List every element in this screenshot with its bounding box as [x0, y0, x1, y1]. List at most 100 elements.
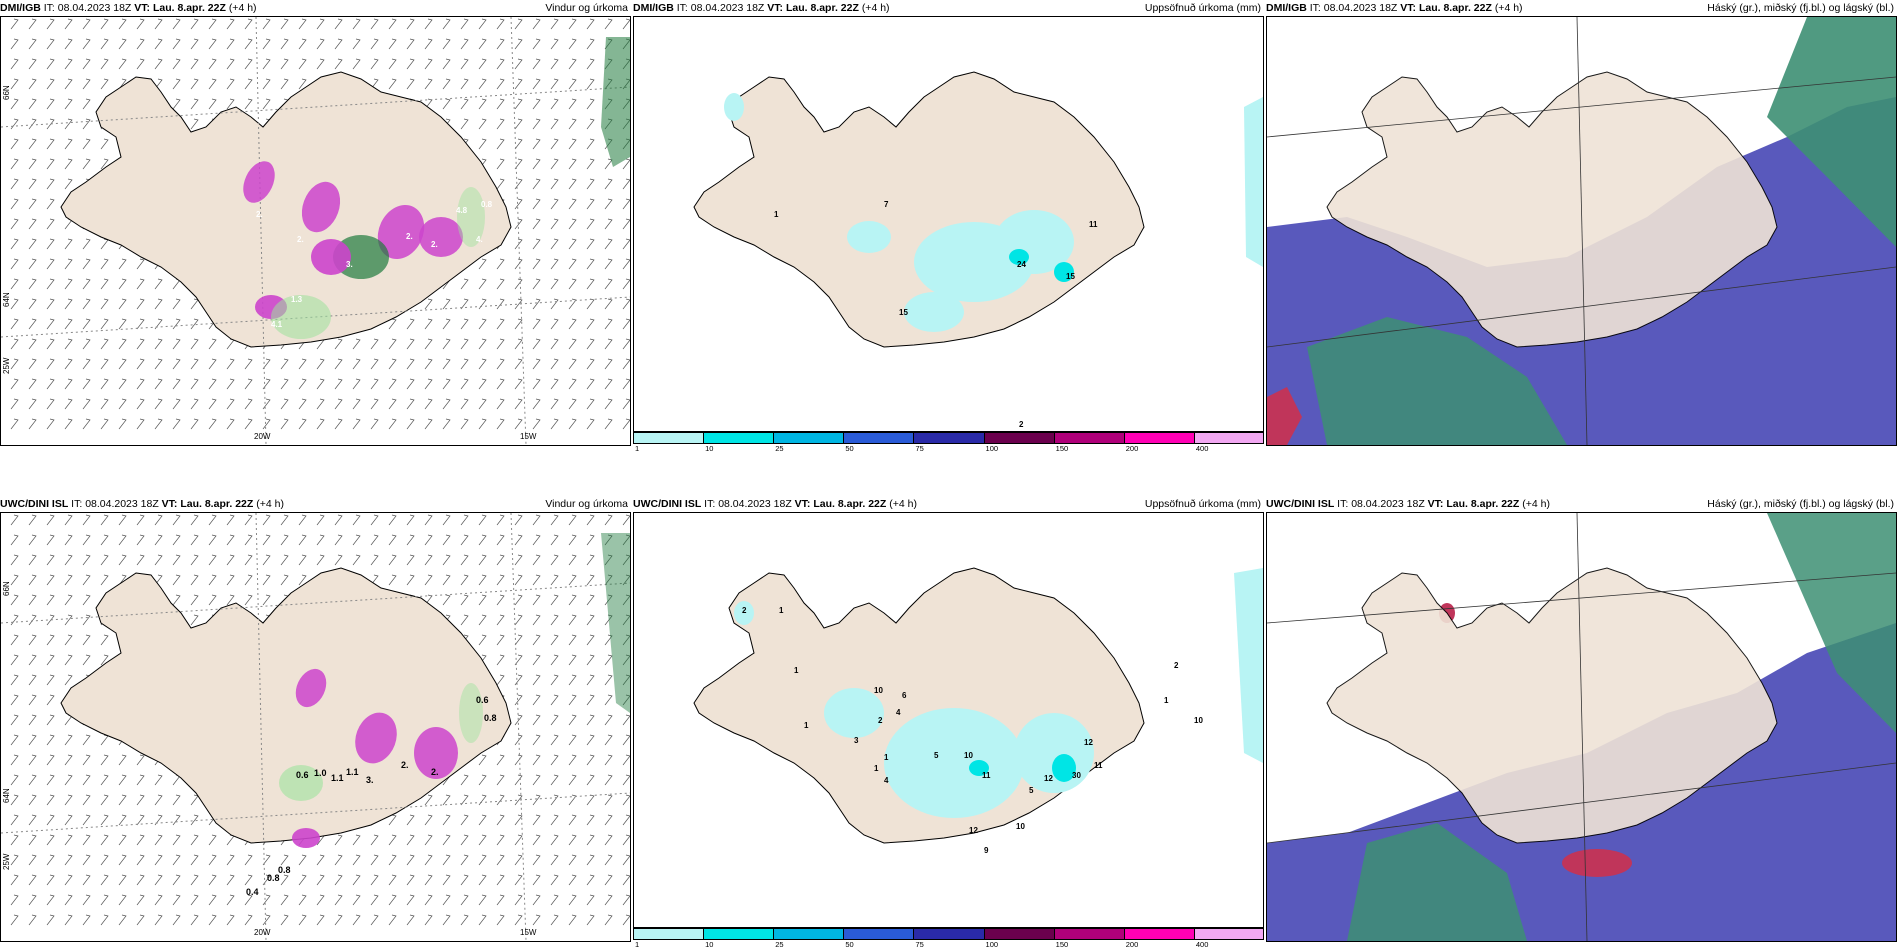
wind-barb — [442, 358, 451, 370]
wind-barb — [244, 574, 253, 586]
wind-barb — [604, 338, 613, 350]
wind-barb — [280, 38, 289, 50]
colorbar-tick-label: 1 — [635, 444, 640, 453]
wind-barb — [46, 774, 55, 786]
wind-barb — [514, 694, 523, 706]
wind-barb — [226, 534, 235, 546]
wind-barb — [118, 874, 127, 886]
wind-barb — [550, 614, 559, 626]
colorbar-segment — [773, 432, 844, 444]
wind-barb — [514, 58, 523, 70]
wind-barb — [64, 98, 73, 110]
wind-barb — [118, 38, 127, 50]
wind-barb — [622, 854, 630, 866]
wind-barb — [28, 614, 37, 626]
wind-barb — [64, 674, 73, 686]
wind-barb — [388, 418, 397, 430]
wind-barb — [478, 318, 487, 330]
wind-barb — [46, 258, 55, 270]
wind-barb — [514, 318, 523, 330]
clouds-map-svg — [1267, 17, 1896, 445]
wind-barb — [442, 814, 451, 826]
wind-barb — [496, 854, 505, 866]
wind-barb — [586, 258, 595, 270]
wind-barb — [190, 418, 199, 430]
wind-barb — [532, 178, 541, 190]
map-value-label: 0.4 — [246, 887, 259, 897]
map-value-label: 1 — [774, 210, 779, 219]
lead-time: (+4 h) — [1522, 498, 1550, 510]
wind-barb — [424, 338, 433, 350]
wind-barb — [262, 894, 271, 906]
wind-barb — [100, 318, 109, 330]
wind-barb — [496, 894, 505, 906]
wind-barb — [118, 774, 127, 786]
wind-barb — [586, 58, 595, 70]
colorbar-tick-label: 100 — [985, 940, 999, 949]
map-value-label: 2. — [297, 235, 304, 244]
wind-barb — [28, 338, 37, 350]
wind-barb — [280, 358, 289, 370]
wind-barb — [478, 874, 487, 886]
wind-barb — [208, 418, 217, 430]
wind-barb — [10, 654, 19, 666]
wind-barb — [100, 654, 109, 666]
wind-barb — [190, 574, 199, 586]
wind-barb — [568, 38, 577, 50]
wind-barb — [514, 514, 523, 526]
wind-barb — [10, 338, 19, 350]
wind-barb — [478, 338, 487, 350]
wind-barb — [550, 138, 559, 150]
map-value-label: 1 — [794, 666, 799, 675]
wind-barb — [244, 854, 253, 866]
wind-barb — [298, 398, 307, 410]
wind-barb — [622, 714, 630, 726]
wind-barb — [604, 674, 613, 686]
wind-barb — [100, 814, 109, 826]
it-value: 08.04.2023 18Z — [718, 498, 792, 510]
map-value-label: 0.8 — [267, 873, 280, 883]
wind-barb — [586, 378, 595, 390]
wind-barb — [118, 418, 127, 430]
wind-barb — [262, 874, 271, 886]
wind-barb — [586, 98, 595, 110]
wind-barb — [82, 834, 91, 846]
wind-barb — [172, 318, 181, 330]
wind-barb — [136, 534, 145, 546]
wind-barb — [532, 278, 541, 290]
wind-barb — [514, 754, 523, 766]
wind-barb — [352, 378, 361, 390]
wind-barb — [136, 874, 145, 886]
wind-barb — [586, 874, 595, 886]
wind-barb — [154, 794, 163, 806]
precip-accumulation — [734, 568, 1263, 818]
wind-map-svg: 2. 2. 3. 2. 2. 4.8 4. 1.3 4.1 0.8 20W 15W 66N 64N… — [1, 17, 630, 445]
wind-barb — [280, 18, 289, 30]
colorbar-segment — [1193, 432, 1264, 444]
wind-barb — [586, 78, 595, 90]
map-value-label: 4.1 — [271, 320, 283, 329]
wind-barb — [496, 18, 505, 30]
wind-barb — [568, 158, 577, 170]
colorbar-segment — [1123, 928, 1194, 940]
map-wind-top: 2. 2. 3. 2. 2. 4.8 4. 1.3 4.1 0.8 20W 15W 66N 64N… — [0, 16, 631, 446]
wind-barb — [46, 674, 55, 686]
wind-barb — [280, 398, 289, 410]
map-clouds-top — [1266, 16, 1897, 446]
wind-barb — [532, 574, 541, 586]
wind-barb — [550, 534, 559, 546]
wind-barb — [154, 398, 163, 410]
wind-barb — [514, 534, 523, 546]
wind-barb — [622, 794, 630, 806]
wind-barb — [316, 874, 325, 886]
wind-barb — [226, 894, 235, 906]
lead-time: (+4 h) — [889, 498, 917, 510]
lon-label-20w: 20W — [254, 432, 271, 441]
wind-barb — [532, 38, 541, 50]
wind-barb — [442, 554, 451, 566]
wind-barb — [622, 358, 630, 370]
wind-barb — [586, 198, 595, 210]
wind-barb — [190, 318, 199, 330]
wind-barb — [190, 594, 199, 606]
wind-barb — [244, 514, 253, 526]
